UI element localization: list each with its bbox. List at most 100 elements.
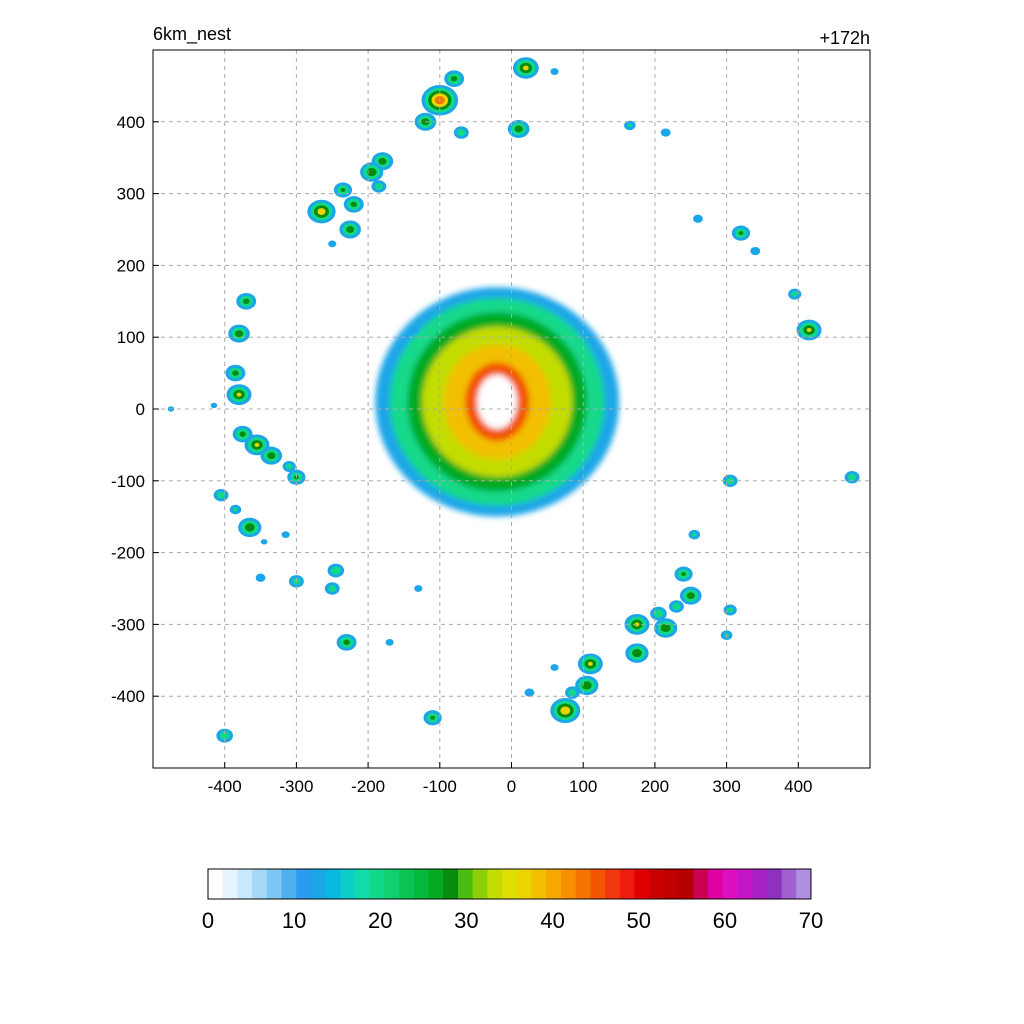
convective-cell: [216, 728, 233, 743]
colorbar-tick-label: 60: [713, 908, 737, 933]
cell-contour: [232, 370, 239, 376]
convective-cell: [423, 710, 442, 726]
convective-cell: [444, 70, 465, 88]
colorbar-swatch: [752, 869, 768, 899]
colorbar-swatch: [693, 869, 709, 899]
cell-contour: [523, 65, 529, 71]
colorbar-swatch: [252, 869, 268, 899]
colorbar-tick-label: 40: [540, 908, 564, 933]
convective-cell: [679, 586, 702, 605]
colorbar-swatch: [722, 869, 738, 899]
convective-cell: [507, 119, 530, 138]
cell-contour: [660, 128, 671, 137]
cell-contour: [374, 183, 383, 190]
x-tick-label: 0: [507, 777, 516, 796]
cell-contour: [560, 706, 571, 715]
colorbar-swatch: [663, 869, 680, 899]
colorbar-swatch: [737, 869, 753, 899]
y-tick-label: -300: [111, 615, 145, 634]
x-tick-label: 400: [784, 777, 812, 796]
colorbar-swatch: [443, 869, 459, 899]
colorbar-swatch: [281, 869, 297, 899]
cell-contour: [691, 532, 697, 537]
cell-contour: [281, 531, 290, 539]
convective-cell: [327, 563, 345, 578]
cell-contour: [653, 609, 664, 618]
convective-cell: [282, 460, 296, 472]
cell-contour: [350, 201, 358, 208]
colorbar-tick-label: 70: [799, 908, 823, 933]
cell-contour: [627, 123, 633, 128]
convective-cell: [226, 384, 252, 406]
colorbar-swatch: [502, 869, 518, 899]
colorbar-tick-label: 10: [282, 908, 306, 933]
convective-cell: [654, 618, 678, 638]
colorbar-swatch: [340, 869, 356, 899]
convective-cell: [225, 364, 246, 382]
convective-cell: [512, 57, 539, 79]
cell-contour: [244, 523, 255, 532]
chart-title-left: 6km_nest: [153, 24, 231, 45]
convective-cell: [260, 539, 268, 545]
convective-cell: [236, 293, 257, 310]
cell-contour: [340, 188, 346, 193]
cell-contour: [587, 661, 593, 666]
convective-cell: [213, 488, 229, 502]
colorbar-swatch: [472, 869, 488, 899]
colorbar-swatch: [310, 869, 327, 899]
convective-cell: [565, 686, 580, 699]
colorbar-swatch: [796, 869, 812, 899]
convective-cell: [410, 326, 419, 334]
convective-cell: [650, 606, 667, 621]
colorbar-tick-label: 0: [202, 908, 214, 933]
colorbar-swatch: [708, 869, 724, 899]
convective-cell: [244, 434, 270, 456]
cell-contour: [210, 402, 218, 409]
cell-contour: [414, 585, 423, 592]
cell-contour: [791, 291, 798, 297]
colorbar-swatch: [266, 869, 283, 899]
colorbar-swatch: [296, 869, 312, 899]
cell-contour: [524, 688, 535, 697]
cell-contour: [233, 507, 238, 512]
colorbar-swatch: [781, 869, 797, 899]
cell-contour: [568, 689, 577, 697]
colorbar-swatch: [590, 869, 606, 899]
colorbar-segments: [208, 869, 812, 899]
convective-cell: [550, 664, 559, 671]
colorbar-swatch: [355, 869, 371, 899]
colorbar-swatch: [575, 869, 591, 899]
convective-cell: [844, 471, 860, 484]
colorbar-swatch: [619, 869, 636, 899]
colorbar-tick-label: 20: [368, 908, 392, 933]
colorbar-swatch: [546, 869, 562, 899]
convective-cell: [550, 68, 559, 75]
colorbar-swatch: [237, 869, 253, 899]
cell-contour: [686, 592, 695, 600]
convective-cell: [333, 182, 353, 198]
convective-cell: [731, 225, 751, 241]
y-tick-label: -400: [111, 687, 145, 706]
x-tick-label: -200: [351, 777, 385, 796]
convective-cell: [577, 653, 603, 675]
y-tick-label: 200: [117, 256, 145, 275]
convective-cell: [343, 196, 364, 213]
convective-cell: [281, 531, 290, 539]
y-tick-label: 100: [117, 328, 145, 347]
colorbar-swatch: [678, 869, 694, 899]
colorbar-swatch: [222, 869, 238, 899]
cell-contour: [267, 452, 276, 460]
colorbar-frame: [207, 868, 812, 900]
convective-cell: [328, 240, 337, 248]
cell-contour: [450, 76, 458, 82]
convective-cell: [414, 585, 423, 592]
convective-cell: [371, 180, 387, 193]
colorbar-labels: 0 10 20 30 40 50 60 70: [202, 908, 823, 933]
cell-contour: [806, 328, 812, 333]
cell-contour: [550, 664, 559, 671]
convective-cell: [260, 446, 283, 465]
colorbar-swatch: [399, 869, 415, 899]
colorbar-swatch: [634, 869, 650, 899]
colorbar-swatch: [208, 869, 224, 899]
